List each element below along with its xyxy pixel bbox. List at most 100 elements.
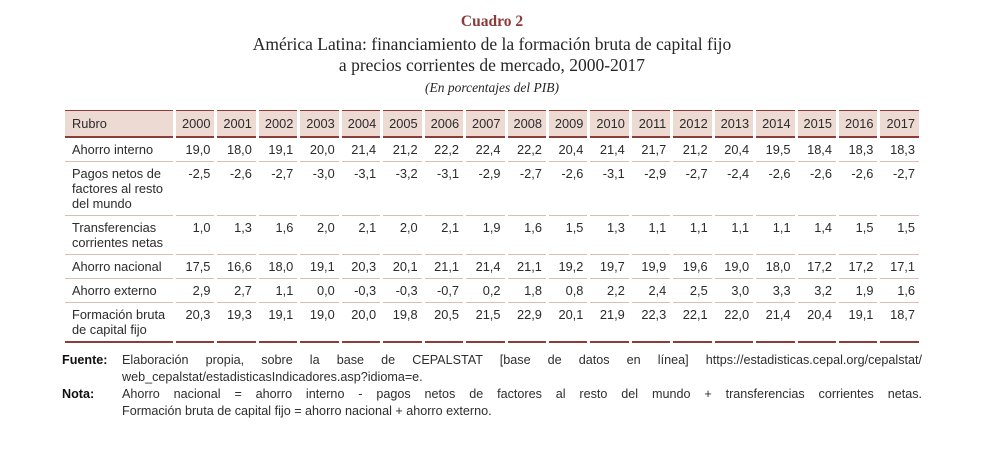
table-cell: 1,1 [258, 279, 298, 303]
footnote-line: Formación bruta de capital fijo = ahorro… [122, 404, 492, 418]
table-cell: 3,3 [756, 279, 795, 303]
caption-number: Cuadro 2 [460, 13, 524, 30]
table-cell: 1,5 [548, 216, 588, 255]
table-cell: 21,4 [466, 255, 505, 279]
table-cell: 2,9 [176, 279, 215, 303]
table-cell: 1,9 [839, 279, 878, 303]
table-cell: 1,3 [590, 216, 629, 255]
column-header-year: 2009 [548, 110, 588, 138]
footnotes: Fuente: Elaboración propia, sobre la bas… [62, 352, 922, 420]
data-table: Rubro 2000 2001 2002 2003 2004 2005 2006 2007 200… [62, 110, 922, 343]
table-cell: 19,6 [673, 255, 712, 279]
table-cell: 22,2 [424, 138, 464, 162]
table-cell: 2,5 [673, 279, 712, 303]
table-cell: 20,1 [383, 255, 422, 279]
table-cell: 1,6 [507, 216, 546, 255]
table-cell: 2,1 [424, 216, 464, 255]
table-cell: -3,2 [383, 162, 422, 216]
column-header-year: 2002 [258, 110, 298, 138]
table-cell: 2,1 [341, 216, 381, 255]
column-header-year: 2005 [383, 110, 422, 138]
table-cell: -2,9 [466, 162, 505, 216]
table-cell: -2,5 [176, 162, 215, 216]
column-header-year: 2014 [756, 110, 795, 138]
table-cell: 21,9 [590, 303, 629, 343]
table-cell: -3,0 [300, 162, 339, 216]
table-cell: 19,8 [383, 303, 422, 343]
source-text: Elaboración propia, sobre la base de CEP… [122, 352, 922, 386]
table-cell: 1,5 [880, 216, 919, 255]
table-cell: 18,0 [756, 255, 795, 279]
table-cell: 20,4 [797, 303, 836, 343]
table-cell: 2,7 [217, 279, 256, 303]
column-header-year: 2010 [590, 110, 629, 138]
table-cell: -2,9 [631, 162, 671, 216]
note-text: Ahorro nacional = ahorro interno - pagos… [122, 386, 922, 420]
note-note: Nota: Ahorro nacional = ahorro interno -… [62, 386, 922, 420]
table-cell: 16,6 [217, 255, 256, 279]
table-cell: 19,0 [714, 255, 754, 279]
table-cell: 17,1 [880, 255, 919, 279]
table-cell: 17,5 [176, 255, 215, 279]
table-cell: 22,3 [631, 303, 671, 343]
table-cell: 0,0 [300, 279, 339, 303]
table-cell: 22,9 [507, 303, 546, 343]
table-cell: 1,3 [217, 216, 256, 255]
row-label: Ahorro nacional [65, 255, 173, 279]
table-cell: 1,4 [797, 216, 836, 255]
row-label: Transferencias corrientes netas [65, 216, 173, 255]
column-header-year: 2008 [507, 110, 546, 138]
table-cell: 1,8 [507, 279, 546, 303]
table-cell: 20,1 [548, 303, 588, 343]
row-label: Pagos netos de factores al resto del mun… [65, 162, 173, 216]
table-cell: 19,0 [176, 138, 215, 162]
table-cell: 20,0 [341, 303, 381, 343]
table-cell: 22,2 [507, 138, 546, 162]
note-label: Nota: [62, 387, 95, 401]
caption-title-line1: América Latina: financiamiento de la for… [252, 34, 732, 54]
table-cell: 18,4 [797, 138, 836, 162]
source-note: Fuente: Elaboración propia, sobre la bas… [62, 352, 922, 386]
footnote-line: Elaboración propia, sobre la base de CEP… [122, 353, 922, 367]
table-cell: -2,7 [673, 162, 712, 216]
table-cell: 1,1 [673, 216, 712, 255]
row-label: Ahorro externo [65, 279, 173, 303]
table-cell: 19,1 [258, 303, 298, 343]
table-cell: 19,1 [258, 138, 298, 162]
table-cell: 21,4 [756, 303, 795, 343]
table-cell: -2,7 [258, 162, 298, 216]
table-cell: 22,4 [466, 138, 505, 162]
table-cell: 3,0 [714, 279, 754, 303]
table-row: Pagos netos de factores al resto del mun… [65, 162, 919, 216]
table-cell: 2,0 [383, 216, 422, 255]
column-header-rubro: Rubro [65, 110, 173, 138]
table-cell: 1,1 [756, 216, 795, 255]
table-cell: 19,0 [300, 303, 339, 343]
table-caption: Cuadro 2 América Latina: financiamiento … [62, 13, 922, 96]
table-cell: 1,6 [258, 216, 298, 255]
table-cell: 0,8 [548, 279, 588, 303]
table-cell: 2,2 [590, 279, 629, 303]
table-cell: 18,7 [880, 303, 919, 343]
column-header-year: 2017 [880, 110, 919, 138]
table-cell: -2,7 [880, 162, 919, 216]
table-cell: 19,3 [217, 303, 256, 343]
table-cell: 20,4 [714, 138, 754, 162]
table-cell: 17,2 [797, 255, 836, 279]
table-cell: -3,1 [590, 162, 629, 216]
column-header-year: 2006 [424, 110, 464, 138]
table-cell: 19,1 [300, 255, 339, 279]
table-cell: 1,0 [176, 216, 215, 255]
table-row: Ahorro externo 2,9 2,7 1,1 0,0 -0,3 -0,3 -0,7 0,… [65, 279, 919, 303]
table-cell: 21,4 [590, 138, 629, 162]
table-cell: -2,6 [839, 162, 878, 216]
column-header-year: 2013 [714, 110, 754, 138]
table-cell: -3,1 [341, 162, 381, 216]
table-cell: 20,5 [424, 303, 464, 343]
footnote-line: Ahorro nacional = ahorro interno - pagos… [122, 387, 922, 401]
table-cell: 21,4 [341, 138, 381, 162]
table-cell: 1,5 [839, 216, 878, 255]
row-label: Ahorro interno [65, 138, 173, 162]
table-cell: 18,0 [258, 255, 298, 279]
table-cell: 18,3 [839, 138, 878, 162]
